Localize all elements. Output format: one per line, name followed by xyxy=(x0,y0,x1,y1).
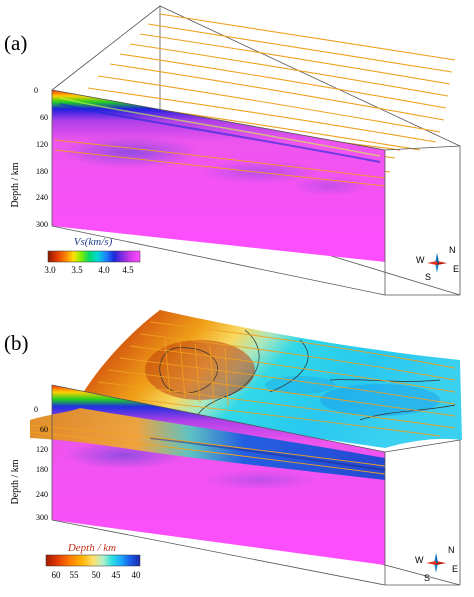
compass-east: E xyxy=(453,264,459,274)
panel-b-depth-tick: 60 xyxy=(40,425,48,434)
panel-b-colorbar-tick: 55 xyxy=(70,570,80,580)
panel-b-colorbar-title: Depth / km xyxy=(67,542,116,554)
panel-a-depth-tick: 180 xyxy=(36,167,48,176)
panel-a-depth-tick: 60 xyxy=(40,113,48,122)
compass-south: S xyxy=(424,573,430,583)
panel-b-depth-axis-title: Depth / km xyxy=(10,459,21,504)
compass-icon xyxy=(426,553,446,573)
compass-west: W xyxy=(415,555,424,565)
panel-b-colorbar-tick: 50 xyxy=(92,570,102,580)
panel-b-depth-tick: 0 xyxy=(34,405,38,414)
panel-a-colorbar-tick: 3.5 xyxy=(71,265,83,275)
panel-b-depth-axis: 0 60 120 180 240 300 Depth / km xyxy=(10,405,48,522)
panel-a: (a) xyxy=(4,5,461,296)
panel-b-depth-tick: 120 xyxy=(36,445,48,454)
compass-north: N xyxy=(449,245,456,255)
panel-b-depth-tick: 180 xyxy=(36,465,48,474)
panel-b-colorbar-tick: 40 xyxy=(132,570,142,580)
panel-a-depth-tick: 300 xyxy=(36,220,48,229)
panel-a-depth-axis: 0 60 120 180 240 300 Depth / km xyxy=(10,86,48,229)
compass-west: W xyxy=(416,255,425,265)
panel-b-depth-tick: 240 xyxy=(36,490,48,499)
panel-a-colorbar-tick: 4.5 xyxy=(122,265,134,275)
panel-a-velocity-slice xyxy=(52,90,385,262)
panel-a-colorbar-tick: 4.0 xyxy=(98,265,110,275)
panel-a-label: (a) xyxy=(4,31,27,55)
panel-a-colorbar-title: Vs(km/s) xyxy=(74,236,113,248)
compass-east: E xyxy=(452,564,458,574)
panel-a-depth-tick: 240 xyxy=(36,193,48,202)
panel-a-box-front xyxy=(51,89,461,296)
panel-b-compass: N W E S xyxy=(415,545,458,583)
panel-a-depth-axis-title: Depth / km xyxy=(10,162,21,207)
panel-b-moho-front-strip xyxy=(29,408,386,480)
compass-south: S xyxy=(425,272,431,282)
panel-b-box-front xyxy=(51,384,461,586)
panel-a-depth-tick: 0 xyxy=(34,86,38,95)
panel-b: (b) xyxy=(4,310,462,586)
panel-a-front-lines xyxy=(54,139,386,187)
panel-b-colorbar: Depth / km 60 55 50 45 40 xyxy=(45,542,142,580)
panel-a-colorbar: Vs(km/s) 3.0 3.5 4.0 4.5 xyxy=(44,236,141,275)
compass-icon xyxy=(427,253,447,273)
panel-a-colorbar-tick: 3.0 xyxy=(44,265,56,275)
panel-b-colorbar-tick: 45 xyxy=(112,570,122,580)
panel-b-colorbar-tick: 60 xyxy=(52,570,62,580)
panel-a-depth-tick: 120 xyxy=(36,140,48,149)
compass-north: N xyxy=(448,545,455,555)
panel-b-depth-tick: 300 xyxy=(36,513,48,522)
panel-b-label: (b) xyxy=(4,331,29,355)
panel-a-compass: N W E S xyxy=(416,245,459,282)
